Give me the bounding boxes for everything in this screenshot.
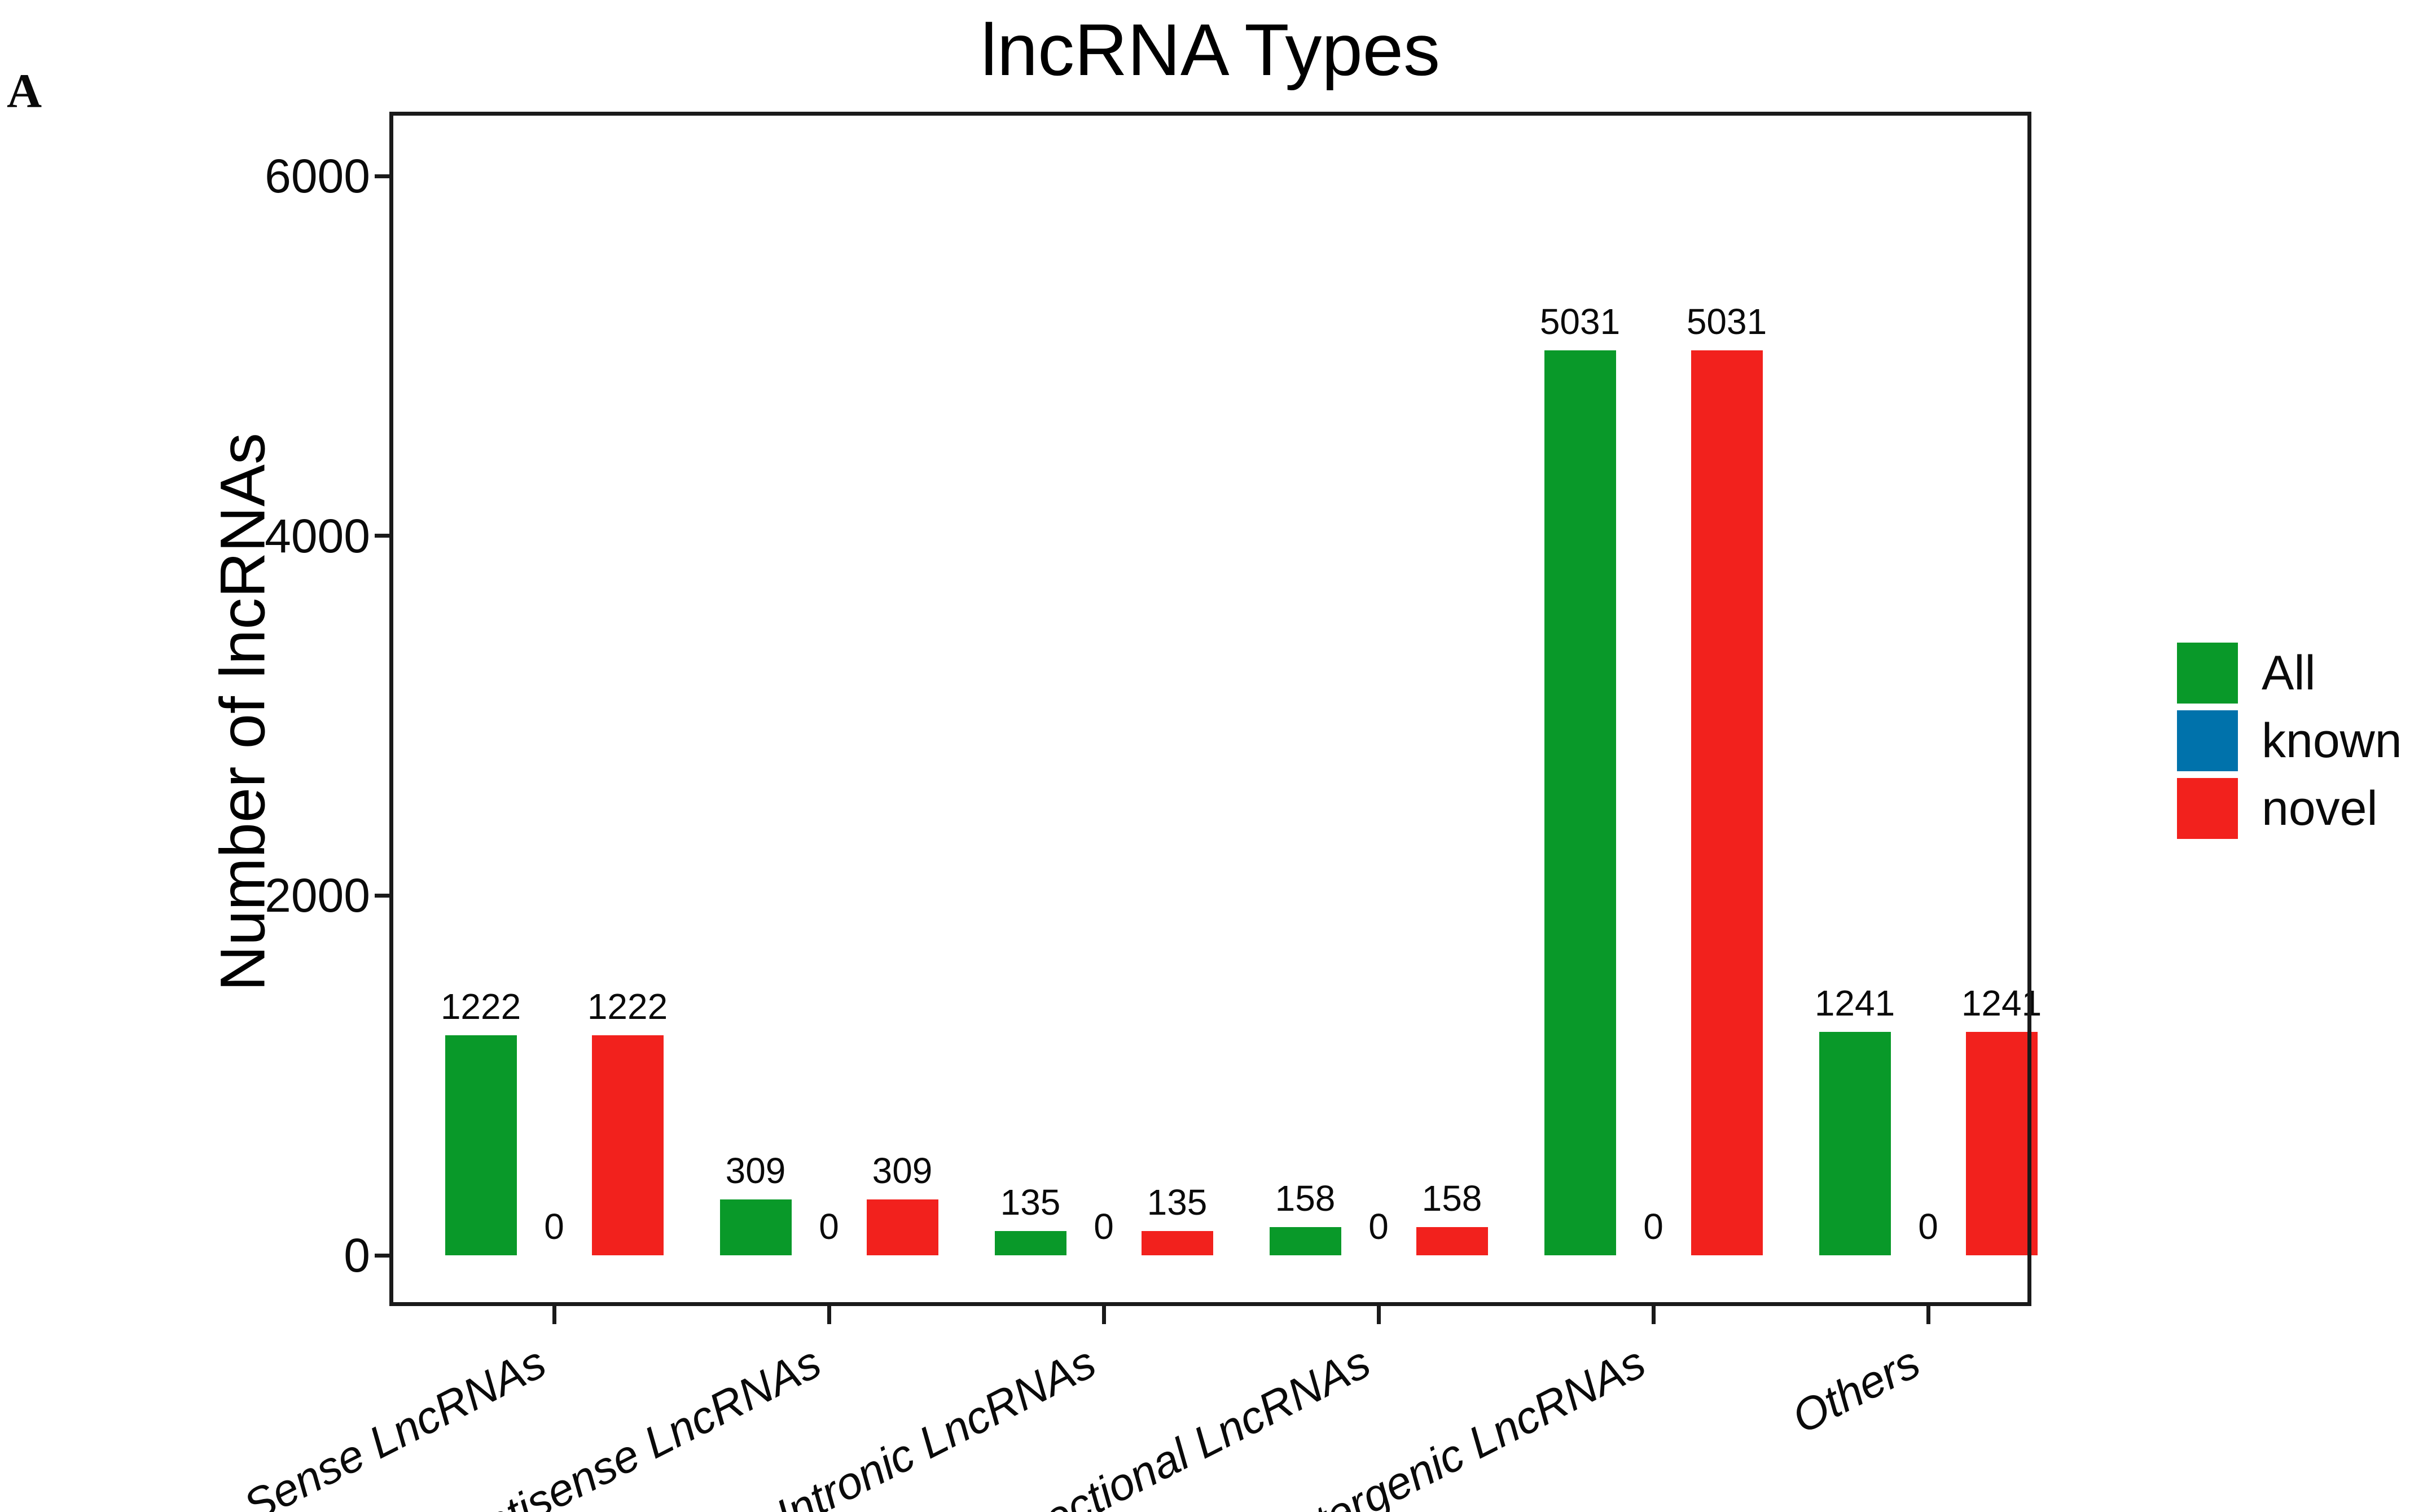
bar-novel-4 (1416, 1227, 1488, 1255)
y-axis-tick-label: 2000 (265, 869, 370, 922)
legend-swatch-icon (2177, 643, 2238, 704)
bar-value-label: 5031 (1539, 301, 1621, 342)
y-axis-tick (375, 893, 390, 898)
x-axis-tick (827, 1306, 831, 1324)
bar-value-label: 0 (1918, 1206, 1938, 1247)
x-axis-category-label: Sense LncRNAs (235, 1337, 554, 1512)
y-axis-tick (375, 174, 390, 178)
bar-value-label: 309 (872, 1150, 933, 1191)
panel-label: A (7, 64, 42, 118)
x-axis-tick (1376, 1306, 1381, 1324)
bar-all-2 (719, 1199, 792, 1255)
y-axis-tick-label: 6000 (265, 150, 370, 203)
y-axis-tick (375, 1253, 390, 1258)
bar-value-label: 0 (544, 1206, 564, 1247)
y-axis-tick (375, 534, 390, 538)
bar-all-4 (1269, 1227, 1341, 1255)
bar-value-label: 1241 (1814, 983, 1895, 1023)
plot-area-border (389, 112, 2031, 1306)
bar-novel-2 (866, 1199, 938, 1255)
legend-swatch-icon (2177, 778, 2238, 839)
bar-novel-3 (1141, 1231, 1213, 1255)
legend-item-known: known (2177, 710, 2402, 772)
legend-label: novel (2262, 781, 2378, 836)
bar-novel-1 (591, 1035, 664, 1255)
bar-value-label: 5031 (1686, 301, 1767, 342)
x-axis-tick (552, 1306, 556, 1324)
legend-label: All (2262, 645, 2316, 700)
legend-swatch-icon (2177, 710, 2238, 771)
legend-label: known (2262, 713, 2402, 768)
bar-all-5 (1544, 350, 1616, 1255)
bar-value-label: 1222 (587, 986, 668, 1027)
x-axis-tick (1651, 1306, 1656, 1324)
legend: All known novel (2177, 642, 2402, 845)
bar-value-label: 0 (819, 1206, 839, 1247)
bar-value-label: 158 (1275, 1178, 1336, 1219)
bar-value-label: 309 (725, 1150, 786, 1191)
bar-value-label: 0 (1094, 1206, 1114, 1247)
bar-value-label: 0 (1643, 1206, 1663, 1247)
bar-value-label: 1222 (440, 986, 521, 1027)
bar-value-label: 158 (1421, 1178, 1482, 1219)
bar-value-label: 135 (1147, 1182, 1208, 1223)
bar-all-3 (994, 1231, 1066, 1255)
bar-value-label: 0 (1368, 1206, 1389, 1247)
bar-all-6 (1819, 1032, 1891, 1255)
x-axis-category-label: Bidirectional LncRNAs (955, 1337, 1379, 1512)
legend-item-novel: novel (2177, 777, 2402, 839)
bar-value-label: 135 (1000, 1182, 1061, 1223)
y-axis-tick-label: 0 (344, 1229, 370, 1282)
legend-item-all: All (2177, 642, 2402, 704)
bar-all-1 (445, 1035, 517, 1255)
y-axis-tick-label: 4000 (265, 509, 370, 562)
chart-title: lncRNA Types (980, 8, 1441, 91)
bar-novel-6 (1965, 1032, 2038, 1255)
bar-novel-5 (1691, 350, 1763, 1255)
x-axis-tick (1926, 1306, 1930, 1324)
x-axis-tick (1101, 1306, 1106, 1324)
x-axis-category-label: Others (1784, 1337, 1928, 1443)
